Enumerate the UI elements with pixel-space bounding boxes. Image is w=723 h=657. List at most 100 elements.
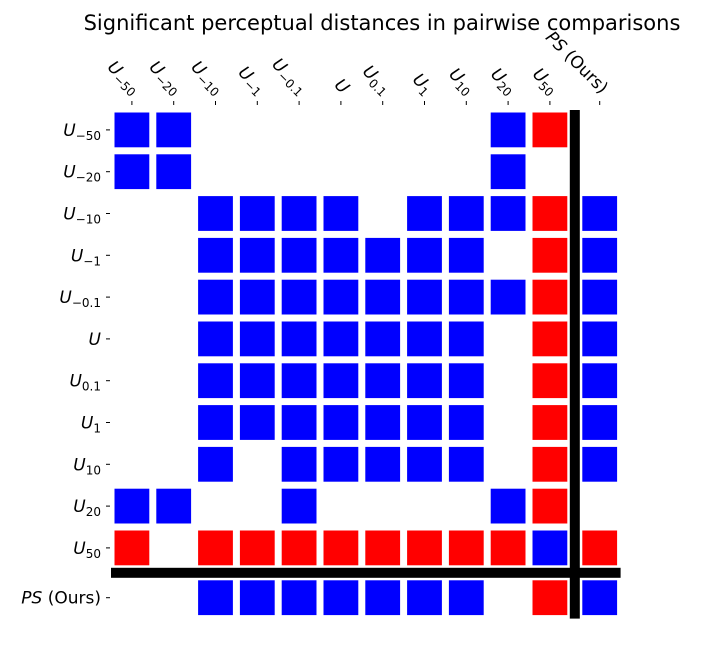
cell-r6-c10: [532, 363, 568, 399]
cell-r11-c5: [323, 580, 359, 616]
col-label-5: U: [330, 75, 353, 98]
col-label-10: U50: [527, 64, 562, 99]
cell-r11-c7: [407, 580, 442, 616]
cell-r2-c8: [448, 196, 484, 231]
cell-r4-c3: [239, 279, 275, 315]
cell-r8-c8: [448, 446, 484, 482]
cell-r10-c0: [114, 530, 150, 566]
cell-r3-c3: [239, 237, 275, 273]
cell-r4-c11: [582, 279, 618, 315]
row-label-0: U−50: [63, 121, 101, 143]
cell-r10-c7: [407, 530, 442, 566]
cell-r4-c7: [407, 279, 442, 315]
cell-r11-c6: [365, 580, 401, 616]
cell-r6-c8: [448, 363, 484, 399]
row-label-5: U: [89, 330, 102, 350]
cell-r1-c1: [156, 154, 192, 190]
cell-r11-c3: [239, 580, 275, 616]
col-label-0: U−50: [102, 57, 144, 99]
cell-r10-c8: [448, 530, 484, 566]
cell-r3-c10: [532, 237, 568, 273]
cell-r11-c11: [582, 580, 618, 616]
row-label-6: U0.1: [69, 372, 101, 394]
row-label-7: U1: [81, 414, 101, 436]
cell-r2-c7: [407, 196, 442, 231]
cell-r3-c11: [582, 237, 618, 273]
cell-r4-c8: [448, 279, 484, 315]
cell-r4-c9: [490, 279, 526, 315]
cell-r10-c10: [532, 530, 568, 566]
cell-r4-c2: [198, 279, 233, 315]
cell-r5-c10: [532, 321, 568, 357]
cell-r8-c2: [198, 446, 233, 482]
cell-r8-c7: [407, 446, 442, 482]
cell-r5-c8: [448, 321, 484, 357]
cell-r7-c10: [532, 405, 568, 440]
col-label-4: U−0.1: [266, 55, 311, 100]
cell-r0-c9: [490, 112, 526, 148]
cell-r11-c8: [448, 580, 484, 616]
cell-r11-c10: [532, 580, 568, 616]
cell-r6-c6: [365, 363, 401, 399]
col-label-8: U10: [443, 64, 478, 99]
row-label-4: U−0.1: [59, 288, 101, 310]
cell-r0-c10: [532, 112, 568, 148]
cell-r1-c9: [490, 154, 526, 190]
cell-r9-c9: [490, 488, 526, 524]
cell-r1-c0: [114, 154, 150, 190]
cell-r6-c5: [323, 363, 359, 399]
cell-r6-c7: [407, 363, 442, 399]
cell-r2-c3: [239, 196, 275, 231]
cell-r4-c6: [365, 279, 401, 315]
cell-r6-c3: [239, 363, 275, 399]
cell-r7-c4: [281, 405, 317, 440]
cell-r5-c3: [239, 321, 275, 357]
cell-r10-c2: [198, 530, 233, 566]
cell-r7-c11: [582, 405, 618, 440]
col-label-7: U1: [407, 70, 437, 100]
cell-r5-c5: [323, 321, 359, 357]
cell-r9-c0: [114, 488, 150, 524]
cell-r5-c11: [582, 321, 618, 357]
cell-r2-c11: [582, 196, 618, 231]
cell-r9-c1: [156, 488, 192, 524]
cell-r2-c5: [323, 196, 359, 231]
row-tick-labels: U−50 U−20 U−10 U−1 U−0.1 U U0.1 U1 U10 U20 U50 PS (…: [21, 121, 110, 609]
cell-r10-c4: [281, 530, 317, 566]
cell-r7-c8: [448, 405, 484, 440]
cell-r10-c6: [365, 530, 401, 566]
cell-r2-c2: [198, 196, 233, 231]
cell-r5-c4: [281, 321, 317, 357]
col-label-1: U−20: [143, 57, 185, 99]
cell-r5-c7: [407, 321, 442, 357]
cell-r9-c10: [532, 488, 568, 524]
col-label-9: U20: [485, 64, 520, 99]
cell-r8-c6: [365, 446, 401, 482]
cell-r8-c11: [582, 446, 618, 482]
cell-r4-c4: [281, 279, 317, 315]
cell-r10-c3: [239, 530, 275, 566]
cell-r3-c8: [448, 237, 484, 273]
cell-r3-c4: [281, 237, 317, 273]
cell-r7-c5: [323, 405, 359, 440]
cell-r2-c9: [490, 196, 526, 231]
row-label-8: U10: [73, 455, 101, 477]
row-label-9: U20: [73, 497, 101, 519]
row-label-3: U−1: [71, 246, 101, 268]
cell-r7-c2: [198, 405, 233, 440]
cell-r10-c9: [490, 530, 526, 566]
vertical-separator: [569, 110, 580, 619]
cell-grid: [114, 112, 618, 616]
cell-r3-c6: [365, 237, 401, 273]
cell-r4-c10: [532, 279, 568, 315]
separator-lines: [111, 110, 621, 619]
cell-r8-c4: [281, 446, 317, 482]
cell-r3-c2: [198, 237, 233, 273]
cell-r2-c10: [532, 196, 568, 231]
cell-r2-c4: [281, 196, 317, 231]
col-label-3: U−1: [232, 63, 269, 100]
cell-r4-c5: [323, 279, 359, 315]
row-label-2: U−10: [63, 205, 101, 227]
